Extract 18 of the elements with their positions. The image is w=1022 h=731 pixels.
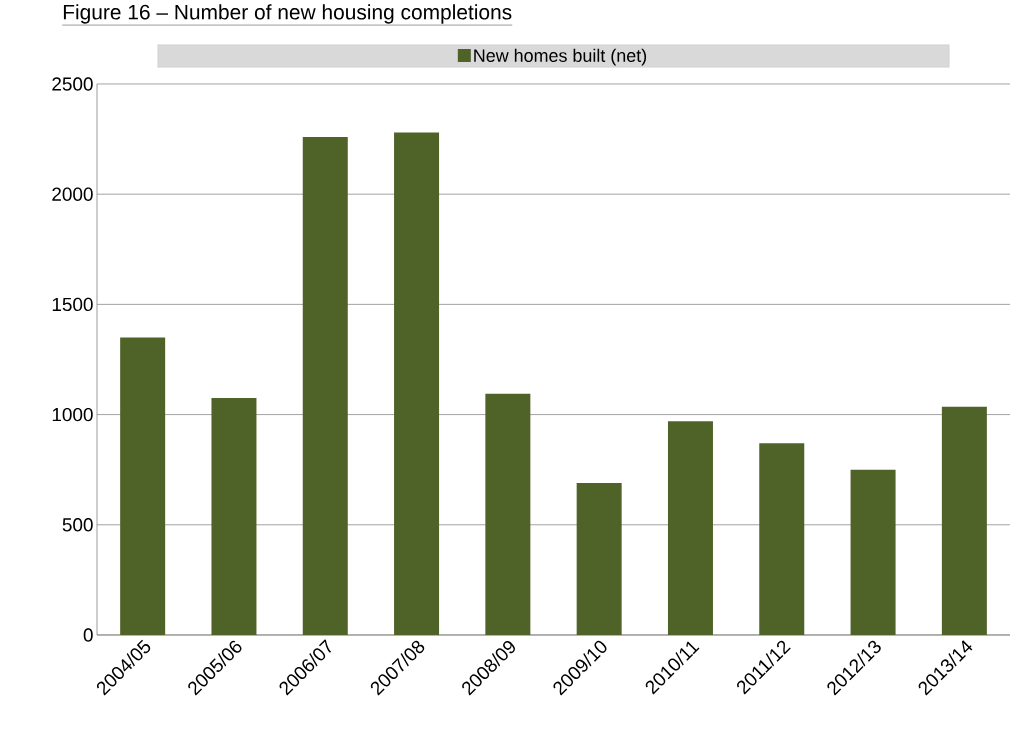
- bar: [941, 406, 987, 635]
- bar: [759, 443, 805, 635]
- y-tick-label: 1500: [52, 297, 93, 312]
- bar: [302, 136, 348, 635]
- bar: [576, 482, 622, 635]
- bar: [485, 393, 531, 635]
- y-tick-label: 2000: [52, 187, 93, 201]
- y-tick-label: 500: [62, 518, 93, 532]
- y-tick-label: 2500: [52, 77, 93, 91]
- bar: [667, 421, 713, 635]
- y-tick-label: 0: [83, 628, 93, 642]
- bar: [120, 337, 166, 635]
- legend-label: New homes built (net): [474, 48, 647, 66]
- chart-title: Figure 16 – Number of new housing completions: [63, 4, 512, 24]
- bar: [850, 469, 896, 635]
- y-tick-label: 1000: [52, 407, 93, 422]
- bar: [211, 398, 257, 635]
- bar: [394, 132, 440, 635]
